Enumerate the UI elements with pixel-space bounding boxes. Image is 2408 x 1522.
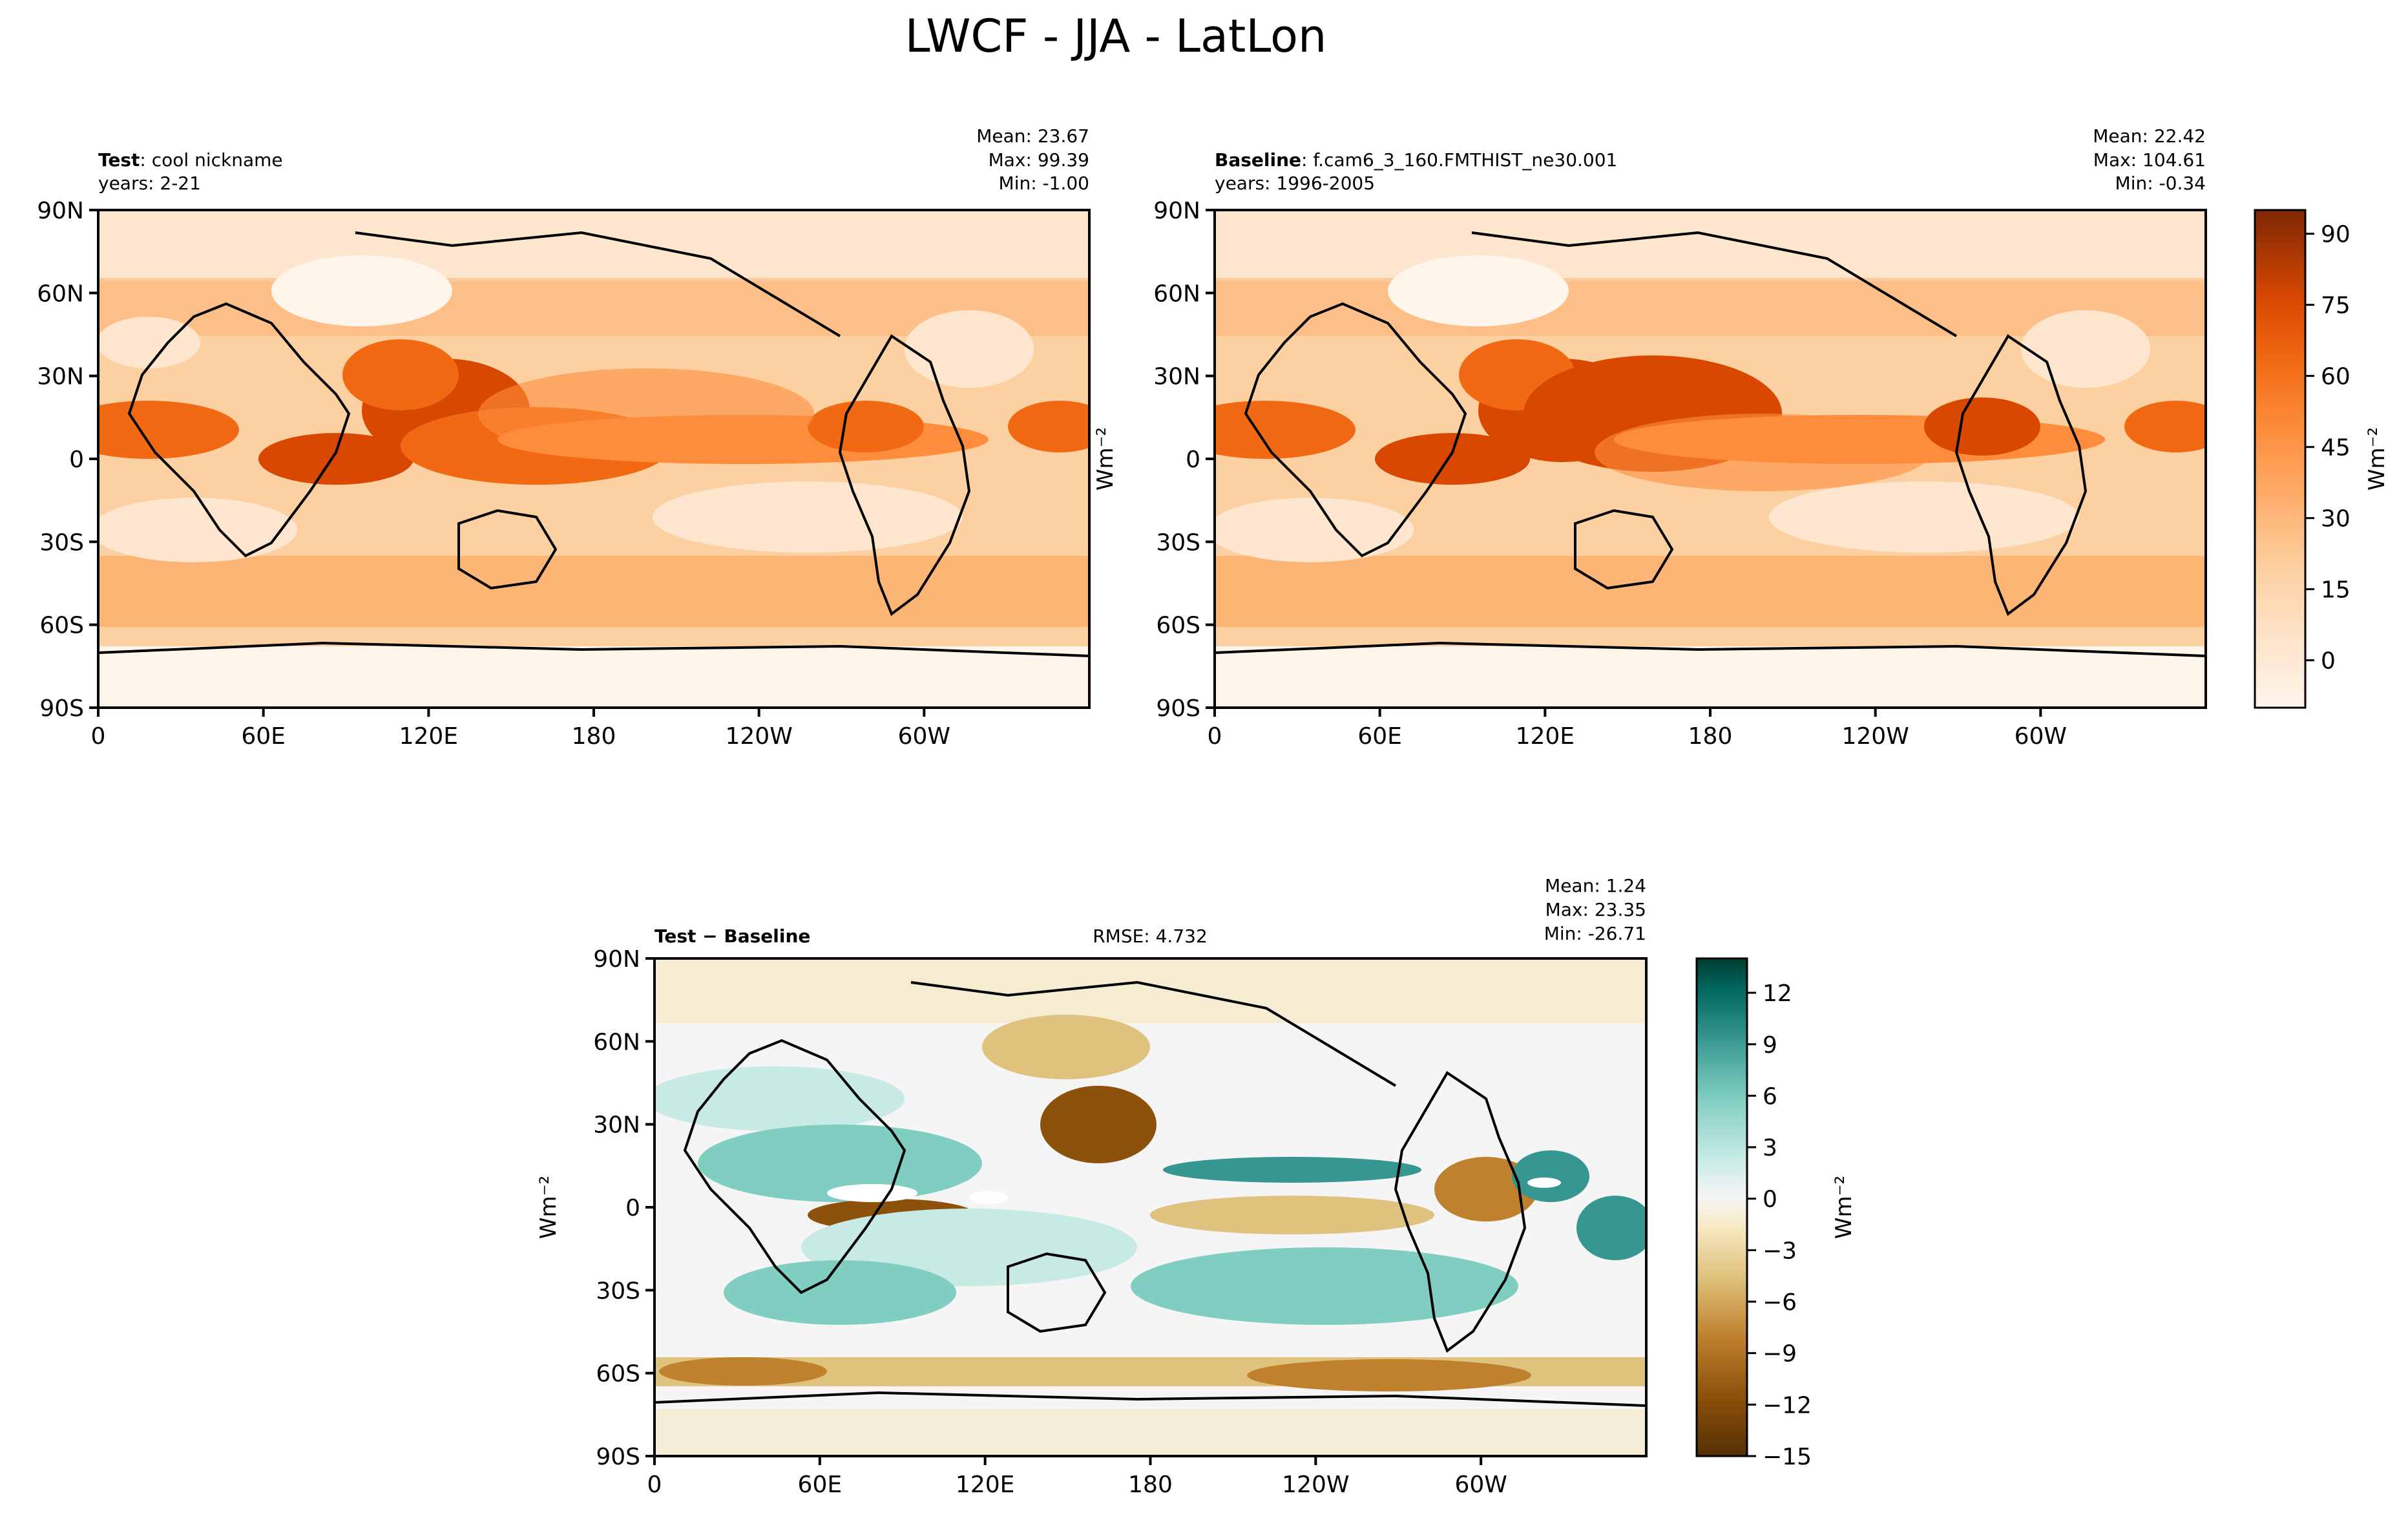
difference-colorbar-tick-label: 6 (1763, 1083, 1777, 1110)
baseline-years: years: 1996-2005 (1215, 173, 1375, 194)
test-label-text: : cool nickname (140, 149, 282, 171)
baseline-ytick-label: 0 (1186, 447, 1200, 473)
test-ytick-label: 90N (37, 198, 84, 224)
baseline-colorbar-tick-label: 15 (2321, 577, 2350, 604)
test-ytick-label: 60S (39, 613, 84, 639)
baseline-colorbar-tick-label: 90 (2321, 222, 2350, 248)
test-ytick-label: 90S (39, 695, 84, 722)
baseline-ytick-label: 30N (1153, 364, 1200, 390)
test-ytick-label: 60N (37, 280, 84, 307)
difference-xtick-label: 180 (1128, 1472, 1173, 1498)
difference-colorbar-tick-label: 0 (1763, 1187, 1777, 1213)
difference-rmse: RMSE: 4.732 (1093, 925, 1208, 947)
test-xtick-label: 60E (241, 723, 286, 750)
test-field (98, 210, 1089, 708)
baseline-colorbar-tick-label: 60 (2321, 364, 2350, 390)
baseline-panel: 0 60E 120E 180 120W 60W 90N 60N 30N 0 30S 60S 90S Ba… (1153, 125, 2390, 750)
test-ytick-label: 30N (37, 364, 84, 390)
difference-colorbar-tick-label: 12 (1763, 980, 1792, 1007)
baseline-xtick-label: 120E (1516, 723, 1575, 750)
test-panel-label: Test: cool nickname (98, 149, 283, 171)
baseline-ytick-label: 90N (1153, 198, 1200, 224)
difference-min: Min: -26.71 (1544, 923, 1646, 944)
test-label-bold: Test (98, 149, 140, 171)
baseline-xtick-label: 180 (1688, 723, 1733, 750)
test-ytick-label: 30S (39, 529, 84, 556)
test-ylabel: Wm⁻² (1093, 427, 1118, 491)
baseline-xtick-label: 0 (1208, 723, 1222, 750)
difference-ytick-label: 30S (596, 1278, 640, 1304)
difference-xtick-label: 0 (647, 1472, 662, 1498)
baseline-xtick-label: 120W (1842, 723, 1909, 750)
baseline-panel-label: Baseline: f.cam6_3_160.FMTHIST_ne30.001 (1215, 149, 1617, 171)
difference-ytick-label: 0 (625, 1195, 640, 1221)
baseline-ytick-label: 60S (1156, 613, 1200, 639)
baseline-label-bold: Baseline (1215, 149, 1301, 171)
test-ytick-label: 0 (69, 447, 84, 473)
difference-colorbar-tick-label: −15 (1763, 1444, 1812, 1470)
test-panel: 0 60E 120E 180 120W 60W 90N 60N 30N 0 30S 60S 90S Te… (37, 125, 1118, 750)
baseline-min: Min: -0.34 (2115, 173, 2206, 194)
test-xtick-label: 180 (572, 723, 616, 750)
difference-ytick-label: 30N (593, 1112, 640, 1139)
difference-ytick-label: 60N (593, 1029, 640, 1055)
difference-xtick-label: 120W (1282, 1472, 1349, 1498)
difference-ylabel: Wm⁻² (536, 1176, 561, 1239)
baseline-mean: Mean: 22.42 (2093, 125, 2206, 147)
test-xtick-label: 120W (726, 723, 793, 750)
baseline-colorbar (2254, 209, 2307, 709)
baseline-colorbar-label: Wm⁻² (2364, 427, 2390, 491)
baseline-label-text: : f.cam6_3_160.FMTHIST_ne30.001 (1301, 149, 1617, 171)
difference-colorbar-tick-label: −12 (1763, 1392, 1812, 1419)
difference-field (654, 958, 1646, 1456)
difference-ytick-label: 90N (593, 946, 640, 973)
baseline-xtick-label: 60W (2015, 723, 2067, 750)
difference-xtick-label: 60W (1454, 1472, 1507, 1498)
difference-ytick-label: 60S (596, 1361, 640, 1388)
difference-xtick-label: 120E (956, 1472, 1014, 1498)
baseline-colorbar-tick-label: 45 (2321, 435, 2350, 461)
test-min: Min: -1.00 (999, 173, 1089, 194)
difference-panel: 0 60E 120E 180 120W 60W 90N 60N 30N 0 30S 60S 90S Te… (536, 875, 1857, 1498)
baseline-ytick-label: 60N (1153, 280, 1200, 307)
difference-label: Test − Baseline (654, 925, 810, 947)
difference-colorbar-tick-label: −6 (1763, 1289, 1797, 1316)
figure-title: LWCF - JJA - LatLon (905, 10, 1327, 63)
difference-xtick-label: 60E (798, 1472, 843, 1498)
test-years: years: 2-21 (98, 173, 201, 194)
baseline-colorbar-tick-label: 75 (2321, 293, 2350, 319)
difference-colorbar-tick-label: −9 (1763, 1341, 1797, 1368)
difference-colorbar-tick-label: 3 (1763, 1135, 1777, 1161)
difference-ytick-label: 90S (596, 1444, 640, 1470)
test-xtick-label: 120E (399, 723, 458, 750)
difference-max: Max: 23.35 (1545, 899, 1646, 920)
difference-mean: Mean: 1.24 (1545, 875, 1646, 896)
difference-colorbar (1695, 957, 1748, 1457)
baseline-ytick-label: 90S (1156, 695, 1200, 722)
test-mean: Mean: 23.67 (976, 125, 1089, 147)
difference-colorbar-label: Wm⁻² (1831, 1176, 1857, 1239)
test-xtick-label: 60W (898, 723, 950, 750)
baseline-ytick-label: 30S (1156, 529, 1200, 556)
test-max: Max: 99.39 (989, 149, 1089, 171)
baseline-colorbar-tick-label: 0 (2321, 648, 2336, 675)
baseline-field (1215, 210, 2206, 708)
test-xtick-label: 0 (91, 723, 106, 750)
baseline-xtick-label: 60E (1357, 723, 1402, 750)
difference-colorbar-tick-label: 9 (1763, 1032, 1777, 1059)
difference-colorbar-tick-label: −3 (1763, 1238, 1797, 1264)
baseline-max: Max: 104.61 (2093, 149, 2206, 171)
baseline-colorbar-tick-label: 30 (2321, 506, 2350, 533)
